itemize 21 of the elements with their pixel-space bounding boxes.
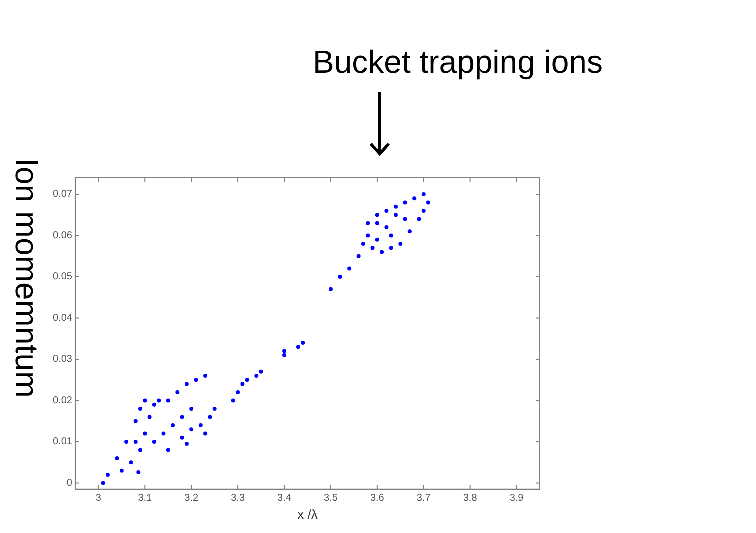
x-tick-label: 3 [96,493,102,504]
y-tick-label: 0.03 [52,354,73,366]
x-tick-label: 3.6 [370,493,385,504]
x-tick-label: 3.1 [138,493,153,504]
y-tick-label: 0.05 [52,272,73,283]
y-tick-label: 0.06 [52,230,73,242]
x-tick-label: 3.9 [510,493,524,504]
y-axis-title: Ion momemntum [8,158,45,398]
y-tick-label: 0 [66,478,73,489]
y-tick-label: 0.01 [52,436,73,448]
x-tick-label: 3.5 [324,493,338,504]
x-tick-label: 3.8 [463,493,478,504]
x-tick-label: 3.4 [278,493,292,504]
text: Bucket trapping ions [313,44,603,81]
y-tick-label: 0.02 [52,395,73,406]
x-axis-title: x /λ [298,506,318,522]
x-tick-label: 3.3 [231,493,246,504]
y-tick-label: 0.07 [52,189,73,200]
x-tick-label: 3.7 [416,493,432,504]
x-tick-label: 3.2 [184,493,199,504]
y-tick-label: 0.04 [52,312,73,324]
